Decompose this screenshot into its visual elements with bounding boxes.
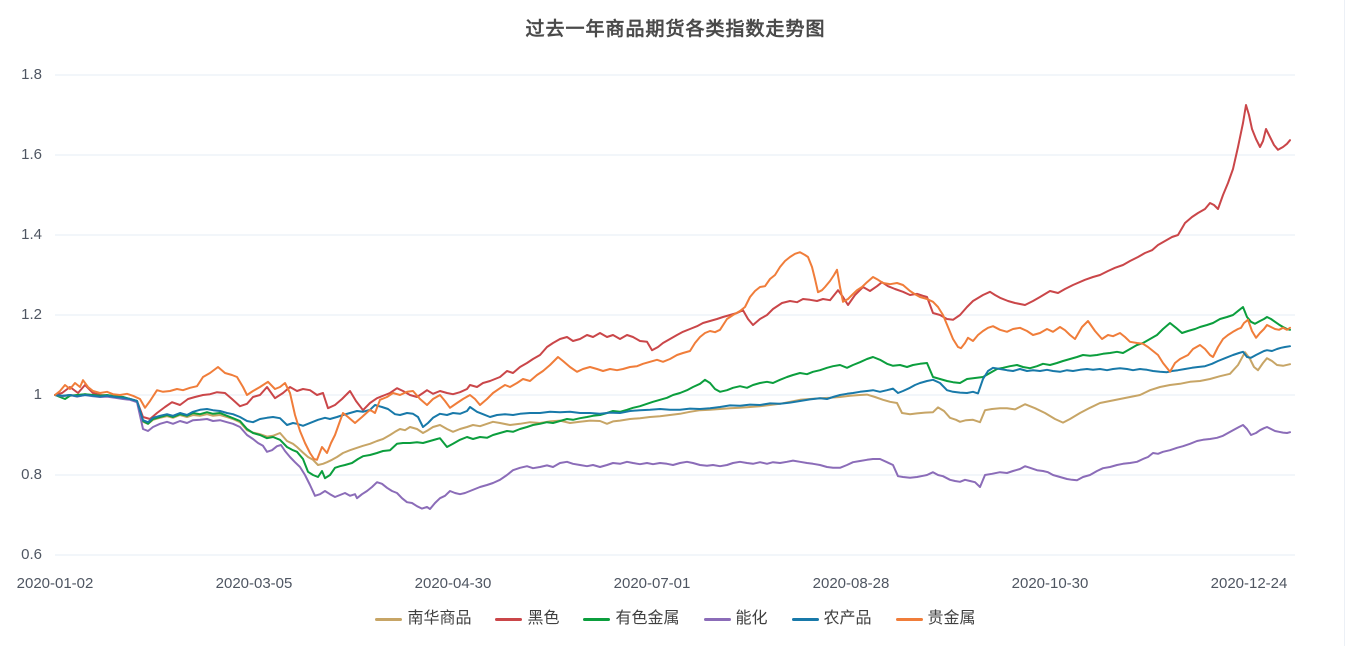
x-tick-label-2020-07-01: 2020-07-01 xyxy=(613,575,691,592)
series-line-1-黑色 xyxy=(54,104,1291,420)
legend-swatch-icon xyxy=(583,617,611,621)
y-tick-label-0.8: 0.8 xyxy=(21,466,42,483)
y-tick-label-1.2: 1.2 xyxy=(21,306,42,323)
legend-label: 黑色 xyxy=(527,610,560,627)
legend-swatch-icon xyxy=(895,617,923,621)
series-line-2-有色金属 xyxy=(54,306,1291,480)
y-tick-label-1.8: 1.8 xyxy=(21,66,42,83)
legend-label: 南华商品 xyxy=(407,610,472,627)
series-line-3-能化 xyxy=(54,394,1291,510)
y-tick-label-0.6: 0.6 xyxy=(21,546,42,563)
legend-item-黑色[interactable]: 黑色 xyxy=(495,609,559,629)
legend-swatch-icon xyxy=(703,617,731,621)
x-tick-label-2020-03-05: 2020-03-05 xyxy=(215,575,293,592)
chart-title: 过去一年商品期货各类指数走势图 xyxy=(525,19,826,40)
legend-swatch-icon xyxy=(495,617,523,621)
x-tick-label-2020-01-02: 2020-01-02 xyxy=(16,575,94,592)
legend-item-南华商品[interactable]: 南华商品 xyxy=(375,609,471,629)
gridlines xyxy=(55,74,1295,556)
legend-label: 贵金属 xyxy=(927,610,976,627)
y-tick-label-1.4: 1.4 xyxy=(21,226,42,243)
legend-item-能化[interactable]: 能化 xyxy=(703,609,768,629)
legend-swatch-icon xyxy=(375,617,403,621)
y-tick-label-1: 1 xyxy=(33,386,42,403)
x-tick-label-2020-12-24: 2020-12-24 xyxy=(1210,575,1288,592)
x-tick-label-2020-10-30: 2020-10-30 xyxy=(1011,575,1089,592)
y-tick-label-1.6: 1.6 xyxy=(21,146,42,163)
legend-item-有色金属[interactable]: 有色金属 xyxy=(583,609,680,629)
legend-label: 有色金属 xyxy=(615,610,680,627)
x-tick-label-2020-04-30: 2020-04-30 xyxy=(414,575,492,592)
legend-label: 能化 xyxy=(735,610,768,627)
legend-swatch-icon xyxy=(791,617,819,621)
legend: 南华商品 黑色 有色金属 能化 农产品 贵金属 xyxy=(0,604,1351,634)
x-tick-label-2020-08-28: 2020-08-28 xyxy=(812,575,890,592)
series-line-4-农产品 xyxy=(54,345,1291,428)
series-line-5-贵金属 xyxy=(54,251,1291,461)
panel-right-border xyxy=(1344,0,1345,646)
legend-label: 农产品 xyxy=(823,610,872,627)
legend-item-贵金属[interactable]: 贵金属 xyxy=(895,609,976,629)
legend-item-农产品[interactable]: 农产品 xyxy=(791,609,872,629)
